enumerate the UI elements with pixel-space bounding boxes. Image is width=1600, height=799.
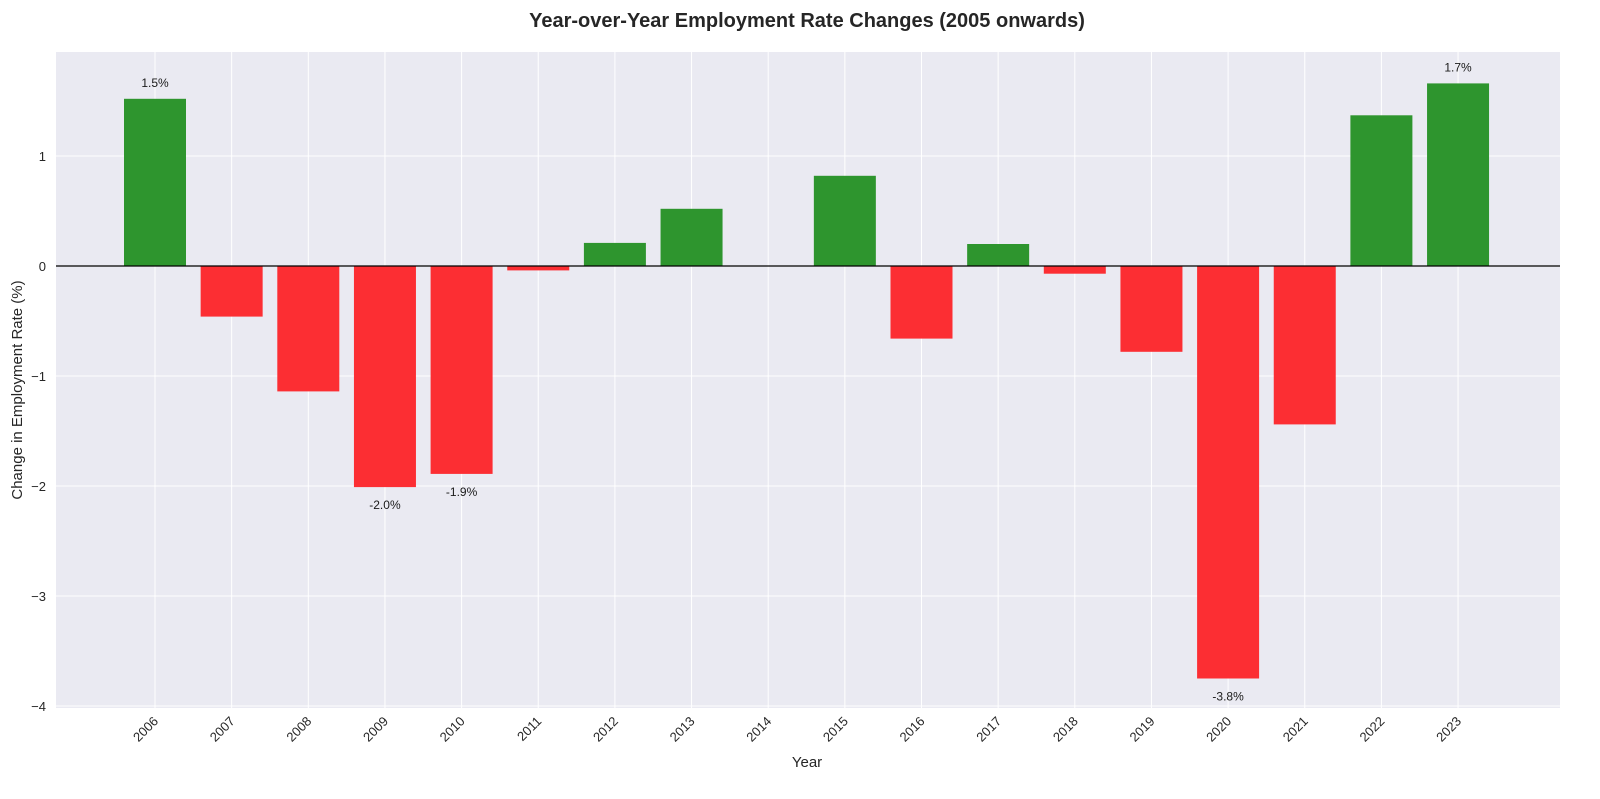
- bar-2007: [200, 266, 263, 317]
- y-tick-label: −4: [31, 699, 46, 714]
- y-tick-label: 1: [39, 149, 46, 164]
- data-label-2023: 1.7%: [1444, 60, 1472, 74]
- x-tick-label: 2016: [897, 714, 928, 745]
- x-tick-label: 2014: [743, 714, 774, 745]
- x-tick-label: 2021: [1280, 714, 1311, 745]
- x-tick-label: 2009: [360, 714, 391, 745]
- x-tick-label: 2020: [1203, 714, 1234, 745]
- x-tick-label: 2015: [820, 714, 851, 745]
- y-axis-ticks: 1 0 −1 −2 −3 −4: [31, 149, 46, 714]
- x-tick-label: 2008: [283, 714, 314, 745]
- x-tick-label: 2022: [1356, 714, 1387, 745]
- chart-title: Year-over-Year Employment Rate Changes (…: [529, 10, 1085, 32]
- bar-2023: [1427, 83, 1490, 267]
- y-axis-label: Change in Employment Rate (%): [9, 280, 26, 499]
- bar-2021: [1273, 266, 1336, 425]
- bar-2011: [507, 266, 570, 271]
- bar-2012: [583, 242, 646, 266]
- x-tick-label: 2017: [973, 714, 1004, 745]
- bar-2009: [353, 266, 416, 488]
- x-tick-label: 2010: [437, 714, 468, 745]
- x-axis-ticks: 2006 2007 2008 2009 2010 2011 2012 2013 2014 2015…: [130, 714, 1464, 745]
- data-label-2006: 1.5%: [141, 76, 169, 90]
- bar-2016: [890, 266, 953, 339]
- y-tick-label: 0: [39, 259, 46, 274]
- x-axis-label: Year: [792, 754, 822, 771]
- bar-2019: [1120, 266, 1183, 352]
- y-tick-label: −3: [31, 589, 46, 604]
- bar-2008: [277, 266, 340, 392]
- x-tick-label: 2023: [1433, 714, 1464, 745]
- bar-2006: [124, 98, 186, 266]
- x-tick-label: 2019: [1127, 714, 1158, 745]
- x-tick-label: 2007: [207, 714, 238, 745]
- y-tick-label: −1: [31, 369, 46, 384]
- y-tick-label: −2: [31, 479, 46, 494]
- bars: [124, 83, 1490, 679]
- data-label-2009: -2.0%: [369, 498, 401, 512]
- bar-2018: [1043, 266, 1106, 274]
- x-tick-label: 2018: [1050, 714, 1081, 745]
- bar-2013: [660, 208, 723, 266]
- bar-2017: [967, 244, 1030, 266]
- x-tick-label: 2011: [514, 714, 544, 744]
- bar-2020: [1197, 266, 1260, 679]
- bar-2015: [813, 175, 876, 266]
- data-labels: 1.5% -2.0% -1.9% -3.8% 1.7%: [141, 60, 1472, 703]
- x-tick-label: 2012: [590, 714, 621, 745]
- data-label-2020: -3.8%: [1212, 690, 1244, 704]
- x-tick-label: 2006: [130, 714, 161, 745]
- bar-2010: [430, 266, 493, 474]
- bar-2022: [1350, 115, 1413, 266]
- x-tick-label: 2013: [667, 714, 698, 745]
- data-label-2010: -1.9%: [446, 485, 478, 499]
